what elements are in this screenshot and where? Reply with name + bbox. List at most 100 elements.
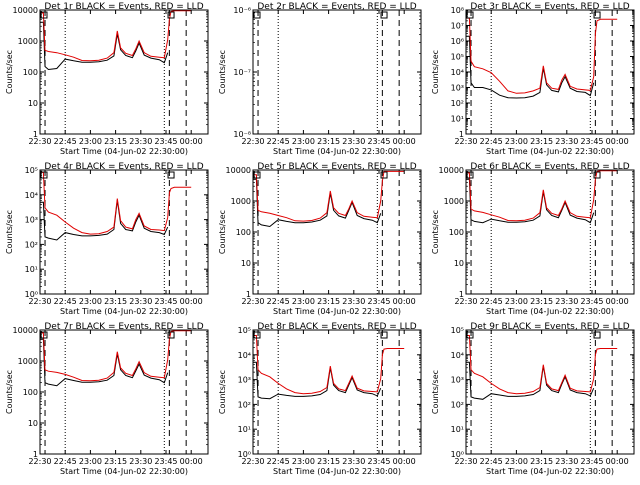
y-tick-label: 10¹ (451, 425, 464, 434)
series-line-events (253, 361, 382, 400)
y-tick-label: 100 (23, 388, 38, 397)
series-line-lld (253, 335, 405, 395)
end-marker-box (593, 11, 601, 19)
detector-panel-1: Det 1r BLACK = Events, RED = LLD 1 10 100 10… (5, 2, 209, 156)
x-tick-label: 23:00 (505, 137, 528, 146)
x-axis-label: Start Time (04-Jun-02 22:30:00) (60, 147, 188, 156)
x-axis-label: Start Time (04-Jun-02 22:30:00) (60, 467, 188, 476)
y-axis-label: Counts/sec (218, 210, 227, 254)
x-tick-label: 23:15 (104, 457, 127, 466)
y-tick-label: 10¹ (238, 425, 251, 434)
plot-frame (39, 169, 209, 295)
y-tick-label: 10⁸ (451, 6, 464, 15)
x-tick-label: 22:30 (28, 137, 51, 146)
y-tick-label: 10³ (238, 376, 251, 385)
series-line-lld (466, 170, 618, 222)
panel-title: Det 8r BLACK = Events, RED = LLD (257, 322, 416, 332)
x-axis-label: Start Time (04-Jun-02 22:30:00) (273, 147, 401, 156)
y-tick-label: 10¹ (451, 115, 464, 124)
y-tick-label: 10000 (226, 166, 251, 175)
panel-title: Det 5r BLACK = Events, RED = LLD (257, 162, 416, 172)
y-tick-label: 10³ (25, 216, 38, 225)
start-marker-box (253, 331, 261, 339)
x-tick-label: 22:30 (454, 457, 477, 466)
y-axis-label: Counts/sec (5, 370, 14, 414)
y-tick-label: 10⁴ (238, 351, 251, 360)
y-tick-label: 10³ (451, 376, 464, 385)
y-axis-label: Counts/sec (218, 370, 227, 414)
x-tick-label: 23:45 (580, 457, 603, 466)
y-tick-label: 10⁰ (451, 450, 464, 459)
y-tick-label: 10⁻⁸ (233, 130, 251, 139)
y-tick-label: 10² (451, 99, 464, 108)
detector-panel-8: Det 8r BLACK = Events, RED = LLD 10⁰ 10¹ 10… (218, 322, 422, 476)
x-tick-label: 23:00 (79, 297, 102, 306)
y-tick-label: 10⁴ (25, 191, 38, 200)
x-tick-label: 22:45 (54, 297, 77, 306)
y-tick-label: 10² (238, 400, 251, 409)
x-tick-label: 22:45 (480, 297, 503, 306)
end-marker-box (380, 171, 388, 179)
y-tick-label: 1000 (18, 357, 38, 366)
end-marker-box (167, 331, 175, 339)
x-tick-label: 23:30 (342, 137, 365, 146)
x-tick-label: 22:45 (480, 137, 503, 146)
panel-title: Det 3r BLACK = Events, RED = LLD (470, 2, 629, 12)
x-tick-label: 23:45 (580, 297, 603, 306)
x-tick-label: 00:00 (393, 297, 416, 306)
x-tick-label: 00:00 (180, 137, 203, 146)
y-tick-label: 1000 (444, 197, 464, 206)
y-tick-label: 100 (236, 228, 251, 237)
x-tick-label: 23:45 (154, 457, 177, 466)
series-line-events (253, 178, 382, 228)
y-axis-label: Counts/sec (431, 370, 440, 414)
y-tick-label: 10⁴ (451, 351, 464, 360)
y-tick-label: 100 (23, 68, 38, 77)
series-line-events (40, 338, 169, 387)
y-tick-label: 10² (451, 400, 464, 409)
x-tick-label: 00:00 (606, 297, 629, 306)
x-tick-label: 00:00 (393, 137, 416, 146)
x-axis-label: Start Time (04-Jun-02 22:30:00) (273, 307, 401, 316)
end-marker-box (167, 171, 175, 179)
end-marker-box (167, 11, 175, 19)
y-tick-label: 10000 (439, 166, 464, 175)
x-tick-label: 22:30 (241, 297, 264, 306)
panel-title: Det 7r BLACK = Events, RED = LLD (44, 322, 203, 332)
series-line-lld (40, 330, 192, 382)
y-tick-label: 10⁵ (451, 53, 464, 62)
x-tick-label: 23:45 (367, 457, 390, 466)
y-tick-label: 1 (246, 290, 251, 299)
x-tick-label: 22:45 (267, 297, 290, 306)
x-tick-label: 23:15 (530, 297, 553, 306)
x-tick-label: 00:00 (393, 457, 416, 466)
y-axis-label: Counts/sec (431, 50, 440, 94)
y-tick-label: 10³ (451, 84, 464, 93)
x-tick-label: 22:30 (241, 137, 264, 146)
y-tick-label: 10⁶ (451, 37, 464, 46)
panel-title: Det 6r BLACK = Events, RED = LLD (470, 162, 629, 172)
x-tick-label: 23:45 (154, 297, 177, 306)
x-axis-label: Start Time (04-Jun-02 22:30:00) (486, 147, 614, 156)
y-tick-label: 10⁵ (238, 326, 251, 335)
x-tick-label: 22:30 (28, 297, 51, 306)
x-tick-label: 23:00 (79, 457, 102, 466)
x-tick-label: 00:00 (606, 137, 629, 146)
end-marker-box (380, 331, 388, 339)
x-tick-label: 22:30 (454, 137, 477, 146)
end-marker-box (380, 11, 388, 19)
x-tick-label: 22:30 (28, 457, 51, 466)
y-tick-label: 10⁷ (451, 22, 464, 31)
panel-title: Det 2r BLACK = Events, RED = LLD (257, 2, 416, 12)
x-tick-label: 23:00 (505, 457, 528, 466)
detector-panel-9: Det 9r BLACK = Events, RED = LLD 10⁰ 10¹ 10… (431, 322, 635, 476)
x-tick-label: 00:00 (180, 457, 203, 466)
series-line-lld (466, 335, 618, 395)
x-tick-label: 22:45 (54, 457, 77, 466)
x-tick-label: 23:15 (104, 297, 127, 306)
x-tick-label: 23:30 (129, 137, 152, 146)
series-line-events (466, 361, 595, 400)
detector-panel-2: Det 2r BLACK = Events, RED = LLD 10⁻⁸ 10⁻⁷… (218, 2, 422, 156)
